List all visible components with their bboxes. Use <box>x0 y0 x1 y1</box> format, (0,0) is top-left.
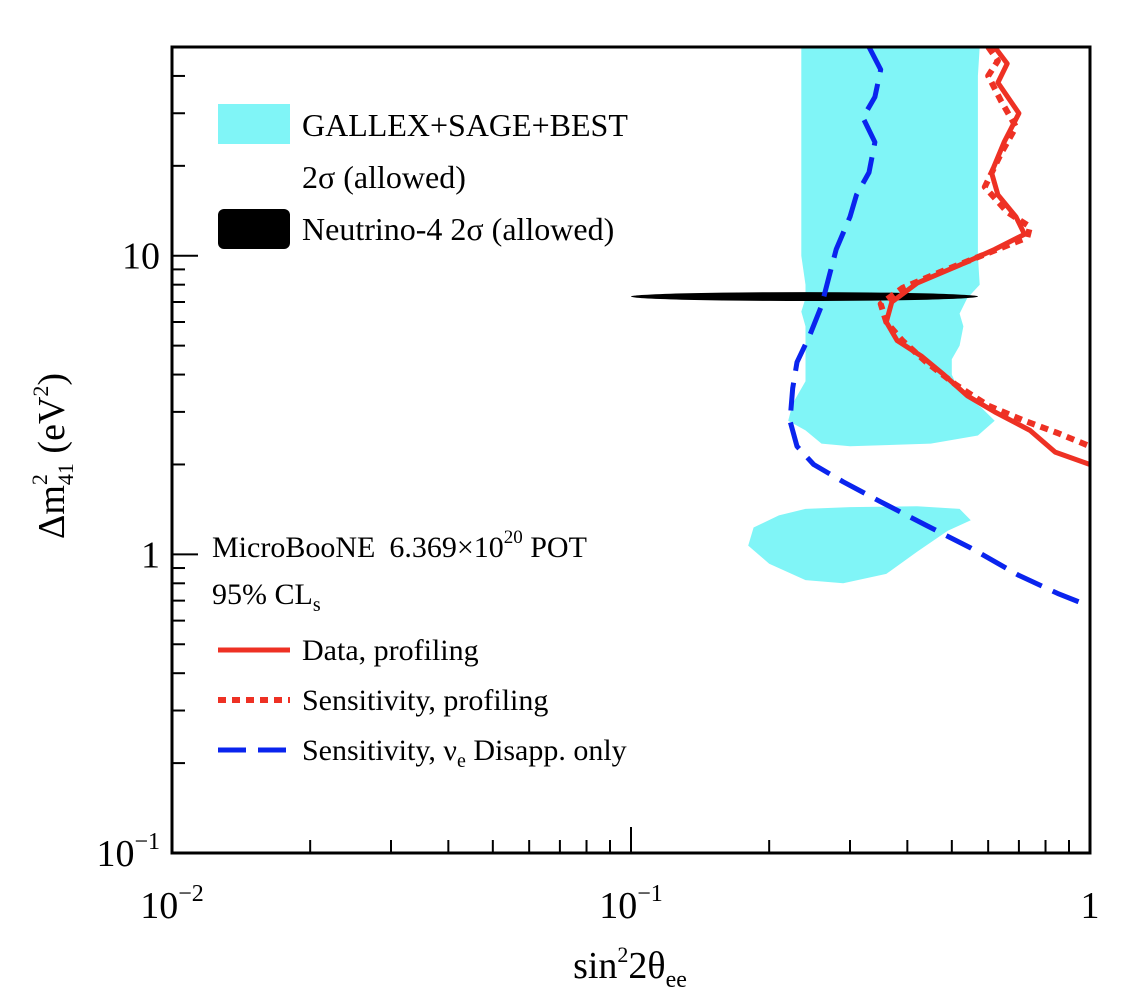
annotation-pot-post: POT <box>523 531 587 564</box>
legend-label-disapp-post: Disapp. only <box>466 734 627 767</box>
y-axis-label-sup2: 2 <box>28 386 53 397</box>
y-axis-label-base: Δm <box>31 485 73 539</box>
y-axis-label: Δm241 (eV2) <box>27 373 78 539</box>
annotation-exposure: MicroBooNE 6.369×1020 POT <box>212 527 587 564</box>
allowed-regions <box>631 47 995 584</box>
x-tick-label-exp: −1 <box>637 881 663 907</box>
x-axis-label-mid: 2θ <box>628 945 665 987</box>
region-gallex-0 <box>788 47 995 447</box>
y-tick-label: 1 <box>141 534 160 576</box>
legend-swatch-gallex <box>218 104 290 144</box>
legend-label-data: Data, profiling <box>302 634 479 667</box>
series-sens <box>877 47 1090 450</box>
y-axis-label-sup: 2 <box>27 474 52 485</box>
y-tick-label-base: 10 <box>122 236 160 278</box>
x-tick-label-base: 10 <box>599 885 637 927</box>
y-axis-label-end: ) <box>31 373 73 386</box>
y-tick-label: 10−1 <box>96 829 160 875</box>
y-tick-label: 10 <box>122 236 160 278</box>
x-tick-label-base: 1 <box>1081 885 1100 927</box>
contour-curves <box>787 47 1090 609</box>
legend-swatch-neutrino4 <box>218 209 290 249</box>
axis-ticks <box>171 46 1070 854</box>
legend-label-disapp: Sensitivity, νe Disapp. only <box>302 734 627 772</box>
x-tick-label-exp: −2 <box>178 881 204 907</box>
legend-label-sensitivity: Sensitivity, profiling <box>302 684 548 717</box>
x-axis-label-base: sin <box>573 945 617 987</box>
annotation-experiment: MicroBooNE <box>212 531 375 564</box>
legend-label-gallex: GALLEX+SAGE+BEST <box>302 107 628 143</box>
annotation-pot-pre: 6.369×10 <box>389 531 503 564</box>
legend-label-gallex-note: 2σ (allowed) <box>302 159 466 195</box>
legend-label-neutrino4: Neutrino-4 2σ (allowed) <box>302 211 614 247</box>
series-disapp <box>787 47 1090 609</box>
annotation-cl-sub: s <box>313 594 321 616</box>
plot-frame <box>170 45 1092 855</box>
legend-top: GALLEX+SAGE+BEST 2σ (allowed) Neutrino-4… <box>218 104 628 249</box>
y-axis-label-sub: 41 <box>53 463 78 485</box>
region-gallex-1 <box>748 506 971 584</box>
x-tick-label: 10−1 <box>599 881 663 927</box>
legend-label-disapp-sub: e <box>457 750 466 772</box>
y-tick-label-exp: −1 <box>134 829 160 855</box>
x-tick-label: 1 <box>1081 885 1100 927</box>
x-tick-label: 10−2 <box>140 881 204 927</box>
annotation-cl: 95% CLs <box>212 578 321 616</box>
annotation-pot-exp: 20 <box>504 527 523 548</box>
legend-bottom: Data, profiling Sensitivity, profiling S… <box>218 634 627 772</box>
x-tick-label-base: 10 <box>140 885 178 927</box>
annotation: MicroBooNE 6.369×1020 POT 95% CLs <box>212 527 587 616</box>
y-axis-label-rest: (eV <box>31 396 73 463</box>
annotation-cl-main: 95% CL <box>212 578 313 611</box>
region-n4 <box>631 292 978 301</box>
y-tick-label-base: 10 <box>96 833 134 875</box>
y-tick-label-base: 1 <box>141 534 160 576</box>
x-axis-label: sin22θee <box>573 942 687 992</box>
x-axis-label-sup: 2 <box>617 942 628 967</box>
x-axis-label-sub: ee <box>666 967 687 992</box>
legend-label-disapp-pre: Sensitivity, ν <box>302 734 457 767</box>
